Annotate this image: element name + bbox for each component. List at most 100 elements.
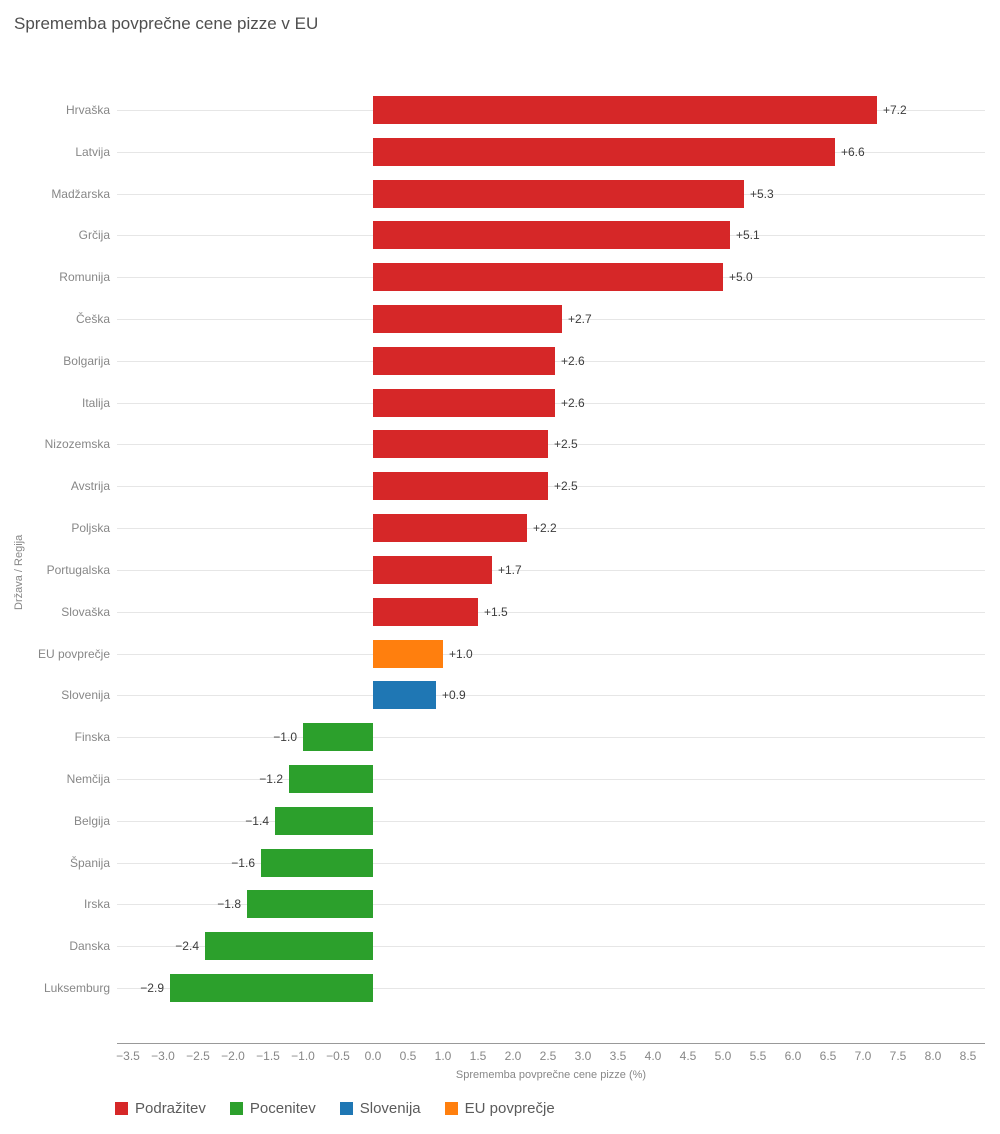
x-tick-label: −2.5 xyxy=(186,1049,210,1063)
value-label: +2.7 xyxy=(568,312,592,327)
value-label: +1.0 xyxy=(449,646,473,661)
category-label: Hrvaška xyxy=(65,103,110,117)
legend-swatch-slovenija xyxy=(339,1102,353,1115)
bar-pocenitev[interactable] xyxy=(247,890,373,919)
legend-swatch-pocenitev xyxy=(229,1102,243,1115)
category-label: Slovenija xyxy=(61,688,110,703)
legend-swatch-podrazitev xyxy=(115,1102,128,1115)
x-tick-label: 4.5 xyxy=(679,1049,697,1063)
bar-pocenitev[interactable] xyxy=(289,764,373,793)
value-label: +6.6 xyxy=(841,144,865,159)
value-label: +2.5 xyxy=(554,479,578,494)
x-tick-label: 2.0 xyxy=(504,1049,522,1063)
value-label: +5.0 xyxy=(729,270,753,285)
bar-podrazitev[interactable] xyxy=(373,472,548,501)
value-label: +2.6 xyxy=(561,353,585,368)
x-tick-label: 3.5 xyxy=(609,1049,627,1063)
x-tick-label: 0.0 xyxy=(364,1049,382,1063)
legend-label: EU povprečje xyxy=(464,1100,555,1117)
gridline xyxy=(117,528,985,530)
category-label: Grčija xyxy=(78,228,110,243)
x-tick-label: 7.5 xyxy=(889,1049,907,1063)
value-label: −1.6 xyxy=(231,855,255,870)
x-tick-label: 8.5 xyxy=(959,1049,977,1063)
bar-podrazitev[interactable] xyxy=(373,597,478,626)
legend-label: Pocenitev xyxy=(249,1100,316,1117)
value-label: +2.6 xyxy=(561,395,585,410)
category-label: Bolgarija xyxy=(63,353,110,368)
gridline xyxy=(117,862,985,864)
value-label: +1.5 xyxy=(484,604,508,619)
bar-podrazitev[interactable] xyxy=(373,263,723,292)
x-tick-label: 3.0 xyxy=(574,1049,592,1063)
gridline xyxy=(117,695,985,697)
x-tick-label: −0.5 xyxy=(326,1049,350,1063)
category-label: Finska xyxy=(74,730,110,745)
category-label: Poljska xyxy=(71,521,110,536)
value-label: −2.9 xyxy=(140,981,164,995)
category-label: Luksemburg xyxy=(43,981,110,995)
category-label: Avstrija xyxy=(70,479,110,494)
gridline xyxy=(117,904,985,906)
x-tick-label: 5.5 xyxy=(749,1049,767,1063)
category-label: EU povprečje xyxy=(37,646,110,661)
category-label: Belgija xyxy=(73,813,110,828)
value-label: −2.4 xyxy=(175,939,199,954)
category-label: Češka xyxy=(75,312,110,327)
x-tick-label: −3.5 xyxy=(116,1049,140,1063)
gridline xyxy=(117,611,985,613)
legend-item-pocenitev[interactable]: Pocenitev xyxy=(229,1100,316,1117)
legend: Podražitev Pocenitev Slovenija EU povprečje xyxy=(115,1100,555,1117)
gridline xyxy=(117,778,985,780)
value-label: +1.7 xyxy=(498,562,522,577)
bar-eu_povprecje[interactable] xyxy=(373,639,443,668)
gridline xyxy=(117,988,985,989)
x-tick-label: 8.0 xyxy=(924,1049,942,1063)
bar-podrazitev[interactable] xyxy=(373,388,555,417)
category-label: Madžarska xyxy=(51,186,110,201)
bar-pocenitev[interactable] xyxy=(275,806,373,835)
category-label: Portugalska xyxy=(46,562,110,577)
value-label: +5.3 xyxy=(750,186,774,201)
x-tick-label: 4.0 xyxy=(644,1049,662,1063)
gridline xyxy=(117,653,985,655)
bar-pocenitev[interactable] xyxy=(205,932,373,961)
bar-podrazitev[interactable] xyxy=(373,555,492,584)
bar-podrazitev[interactable] xyxy=(373,96,877,124)
x-axis-line xyxy=(117,1043,985,1044)
bar-podrazitev[interactable] xyxy=(373,137,835,166)
legend-label: Podražitev xyxy=(135,1100,206,1117)
bar-podrazitev[interactable] xyxy=(373,305,562,334)
chart-title: Sprememba povprečne cene pizze v EU xyxy=(14,14,319,33)
legend-item-podrazitev[interactable]: Podražitev xyxy=(115,1100,206,1117)
bar-pocenitev[interactable] xyxy=(170,974,373,1002)
bar-pocenitev[interactable] xyxy=(261,848,373,877)
value-label: −1.4 xyxy=(245,813,269,828)
bar-podrazitev[interactable] xyxy=(373,430,548,459)
category-label: Slovaška xyxy=(61,604,110,619)
legend-swatch-eu_povprecje xyxy=(444,1102,458,1115)
x-tick-label: −2.0 xyxy=(221,1049,245,1063)
bar-podrazitev[interactable] xyxy=(373,514,527,543)
category-label: Italija xyxy=(81,395,110,410)
gridline xyxy=(117,820,985,822)
category-label: Nemčija xyxy=(66,771,110,786)
category-label: Irska xyxy=(83,897,110,912)
legend-item-eu_povprecje[interactable]: EU povprečje xyxy=(444,1100,555,1117)
x-tick-label: −3.0 xyxy=(151,1049,175,1063)
gridline xyxy=(117,946,985,948)
gridline xyxy=(117,486,985,488)
category-label: Danska xyxy=(69,939,110,954)
bar-podrazitev[interactable] xyxy=(373,221,730,250)
x-tick-label: 0.5 xyxy=(399,1049,417,1063)
category-label: Romunija xyxy=(59,270,110,285)
gridline xyxy=(117,569,985,571)
value-label: −1.2 xyxy=(259,771,283,786)
bar-podrazitev[interactable] xyxy=(373,346,555,375)
gridline xyxy=(117,737,985,739)
legend-item-slovenija[interactable]: Slovenija xyxy=(339,1100,421,1117)
bar-podrazitev[interactable] xyxy=(373,179,744,208)
bar-slovenija[interactable] xyxy=(373,681,436,710)
bar-pocenitev[interactable] xyxy=(303,723,373,752)
